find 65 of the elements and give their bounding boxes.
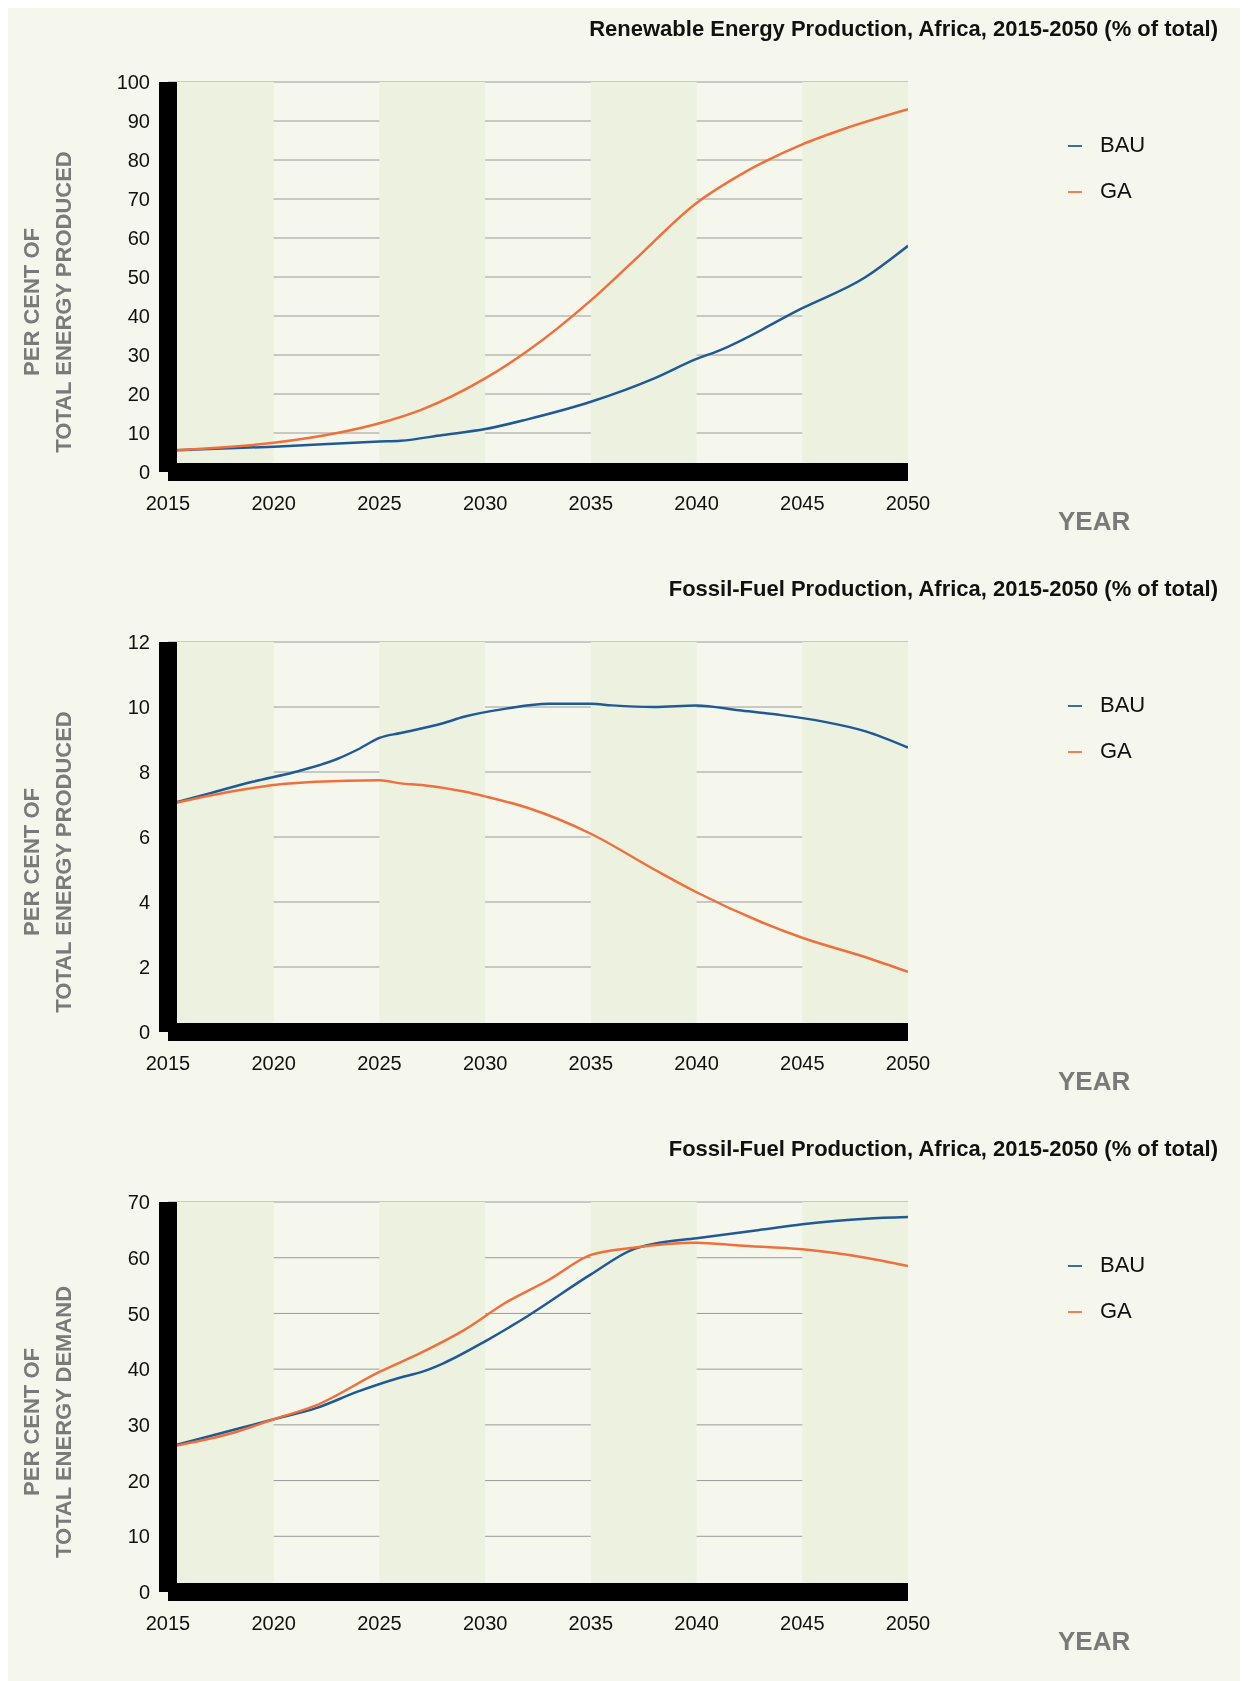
y-tick-label: 100 (116, 71, 150, 94)
x-tick-label: 2040 (674, 1052, 719, 1075)
y-tick-label: 0 (138, 461, 150, 484)
x-tick-label: 2025 (357, 492, 402, 515)
y-tick-label: 40 (127, 305, 150, 328)
x-tick-label: 2025 (357, 1612, 402, 1635)
chart-title: Fossil-Fuel Production, Africa, 2015-2050 (% of total) (668, 1136, 1218, 1162)
y-axis-title: PER CENT OF TOTAL ENERGY PRODUCED (18, 151, 77, 453)
y-tick-label: 30 (127, 344, 150, 367)
y-tick-label: 2 (138, 956, 150, 979)
x-tick-label: 2050 (885, 1052, 931, 1075)
y-tick-label: 70 (127, 1191, 150, 1214)
x-tick-label: 2050 (885, 1612, 931, 1635)
x-tick-label: 2020 (251, 1052, 296, 1075)
x-tick-label: 2025 (357, 1052, 402, 1075)
y-tick-label: 50 (127, 266, 150, 289)
y-tick-label: 0 (138, 1021, 150, 1044)
x-tick-label: 2040 (674, 492, 719, 515)
y-tick-label: 10 (127, 422, 150, 445)
y-tick-label: 60 (127, 1246, 150, 1269)
y-axis-title: PER CENT OF TOTAL ENERGY DEMAND (18, 1285, 77, 1559)
x-tick-label: 2040 (674, 1612, 719, 1635)
x-tick-label: 2015 (145, 1612, 191, 1635)
x-tick-label: 2045 (780, 1612, 825, 1635)
y-tick-label: 90 (127, 110, 150, 133)
x-tick-label: 2030 (462, 1052, 508, 1075)
x-tick-label: 2050 (885, 492, 931, 515)
x-tick-label: 2015 (145, 1052, 191, 1075)
y-tick-label: 8 (138, 761, 150, 784)
x-tick-label: 2015 (145, 492, 191, 515)
y-tick-label: 10 (127, 696, 150, 719)
y-tick-label: 80 (127, 149, 150, 172)
x-axis-title: YEAR (1058, 1626, 1131, 1657)
x-axis-title: YEAR (1058, 1066, 1131, 1097)
chart-title: Renewable Energy Production, Africa, 2015-2050 (% of total) (589, 16, 1218, 42)
y-tick-label: 40 (127, 1358, 150, 1381)
x-tick-label: 2035 (568, 1612, 614, 1635)
y-tick-label: 0 (138, 1581, 150, 1604)
x-tick-label: 2020 (251, 492, 296, 515)
y-tick-label: 4 (138, 891, 150, 914)
y-tick-label: 10 (127, 1525, 150, 1548)
chart-title: Fossil-Fuel Production, Africa, 2015-2050 (% of total) (668, 576, 1218, 602)
y-tick-label: 6 (138, 826, 150, 849)
x-tick-label: 2020 (251, 1612, 296, 1635)
x-axis-title: YEAR (1058, 506, 1131, 537)
y-tick-label: 50 (127, 1302, 150, 1325)
y-tick-label: 70 (127, 188, 150, 211)
legend-label: BAU (1100, 1252, 1146, 1277)
legend-label: BAU (1100, 132, 1146, 157)
x-tick-label: 2030 (462, 492, 508, 515)
legend-label: BAU (1100, 692, 1146, 717)
x-tick-label: 2045 (780, 492, 825, 515)
y-tick-label: 20 (127, 383, 150, 406)
legend-label: GA (1100, 738, 1132, 763)
y-axis-title: PER CENT OF TOTAL ENERGY PRODUCED (18, 711, 77, 1013)
y-tick-label: 30 (127, 1413, 150, 1436)
x-tick-label: 2035 (568, 492, 614, 515)
x-tick-label: 2035 (568, 1052, 614, 1075)
y-tick-label: 20 (127, 1469, 150, 1492)
x-tick-label: 2045 (780, 1052, 825, 1075)
legend-label: GA (1100, 1298, 1132, 1323)
y-tick-label: 12 (127, 631, 150, 654)
x-tick-label: 2030 (462, 1612, 508, 1635)
legend-label: GA (1100, 178, 1132, 203)
y-tick-label: 60 (127, 227, 150, 250)
